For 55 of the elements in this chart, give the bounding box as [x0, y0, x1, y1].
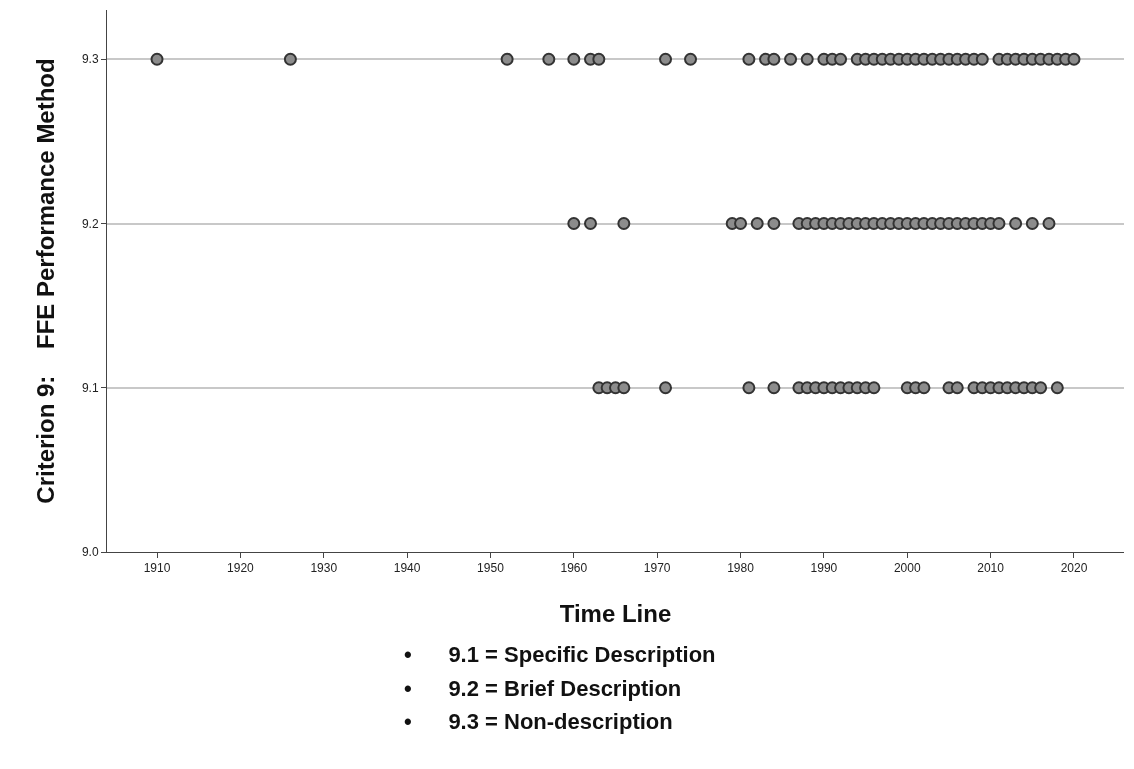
point — [834, 52, 848, 66]
x-tick-label: 2010 — [977, 561, 1005, 576]
text: • 9.3 = Non-description — [404, 709, 673, 734]
text: • 9.2 = Brief Description — [404, 676, 682, 701]
point — [659, 52, 673, 66]
point — [1050, 381, 1064, 395]
point — [684, 52, 698, 66]
point — [567, 217, 581, 231]
point — [917, 381, 931, 395]
x-tick-label: 1940 — [393, 561, 421, 576]
point — [500, 52, 514, 66]
point — [1009, 217, 1023, 231]
point — [784, 52, 798, 66]
y-tick-label: 9.3 — [81, 52, 99, 67]
point — [992, 217, 1006, 231]
point — [283, 52, 297, 66]
x-tick-label: 1920 — [227, 561, 255, 576]
point — [1042, 217, 1056, 231]
x-tick-label: 1960 — [560, 561, 588, 576]
point — [975, 52, 989, 66]
point — [742, 381, 756, 395]
y-axis-title: Criterion 9: FFE Performance Method — [32, 58, 60, 504]
point — [1067, 52, 1081, 66]
x-tick-label: 1910 — [143, 561, 171, 576]
x-tick-label: 1950 — [477, 561, 505, 576]
x-tick-label: 1970 — [643, 561, 671, 576]
x-tick-label: 1930 — [310, 561, 338, 576]
y-tick-label: 9.1 — [81, 380, 99, 395]
point — [867, 381, 881, 395]
x-tick-label: 2020 — [1060, 561, 1088, 576]
point — [734, 217, 748, 231]
point — [617, 217, 631, 231]
point — [750, 217, 764, 231]
point — [150, 52, 164, 66]
point — [767, 217, 781, 231]
point — [583, 217, 597, 231]
point — [1025, 217, 1039, 231]
point — [592, 52, 606, 66]
x-tick-label: 1990 — [810, 561, 838, 576]
y-tick-label: 9.2 — [81, 216, 99, 231]
point — [950, 381, 964, 395]
y-tick-label: 9.0 — [81, 545, 99, 560]
x-axis-title: Time Line — [559, 599, 672, 627]
point — [659, 381, 673, 395]
point — [767, 381, 781, 395]
point — [1034, 381, 1048, 395]
point — [567, 52, 581, 66]
text: • 9.1 = Specific Description — [404, 642, 716, 667]
x-tick-label: 2000 — [893, 561, 921, 576]
point — [617, 381, 631, 395]
point — [542, 52, 556, 66]
x-tick-label: 1980 — [727, 561, 755, 576]
point — [800, 52, 814, 66]
point — [767, 52, 781, 66]
point — [742, 52, 756, 66]
